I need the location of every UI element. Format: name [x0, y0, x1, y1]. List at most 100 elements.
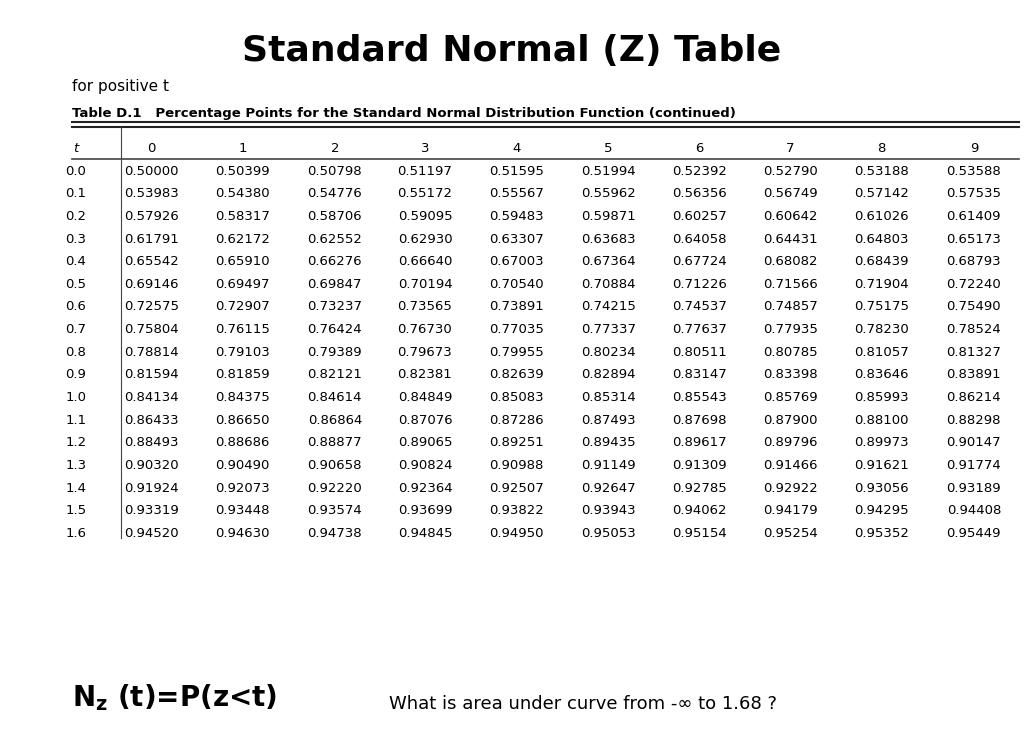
Text: 0.82894: 0.82894 [581, 368, 636, 381]
Text: 0.58317: 0.58317 [215, 210, 270, 223]
Text: 0.89065: 0.89065 [397, 436, 453, 449]
Text: 3: 3 [421, 142, 429, 155]
Text: 0.92785: 0.92785 [672, 482, 727, 495]
Text: 1.4: 1.4 [66, 482, 86, 495]
Text: 0.94179: 0.94179 [763, 504, 818, 517]
Text: 0.63683: 0.63683 [581, 233, 636, 245]
Text: 0.81859: 0.81859 [215, 368, 270, 381]
Text: 0.88298: 0.88298 [946, 414, 1001, 427]
Text: 0.93189: 0.93189 [946, 482, 1001, 495]
Text: 0.61409: 0.61409 [946, 210, 1001, 223]
Text: 0.91774: 0.91774 [946, 459, 1001, 472]
Text: 0.54776: 0.54776 [307, 187, 362, 200]
Text: 0.88493: 0.88493 [124, 436, 179, 449]
Text: 0.51595: 0.51595 [488, 165, 544, 177]
Text: 0.94630: 0.94630 [215, 527, 270, 540]
Text: 0.93319: 0.93319 [124, 504, 179, 517]
Text: 0.7: 0.7 [66, 323, 86, 336]
Text: 0.86864: 0.86864 [307, 414, 362, 427]
Text: 0.50399: 0.50399 [215, 165, 270, 177]
Text: 0.87698: 0.87698 [672, 414, 727, 427]
Text: 0.93699: 0.93699 [397, 504, 453, 517]
Text: 0.62172: 0.62172 [215, 233, 270, 245]
Text: 0.95449: 0.95449 [946, 527, 1001, 540]
Text: 0.86650: 0.86650 [215, 414, 270, 427]
Text: $\mathbf{N_z}$ (t)=P(z<t): $\mathbf{N_z}$ (t)=P(z<t) [72, 683, 276, 713]
Text: 0.90147: 0.90147 [946, 436, 1001, 449]
Text: 0.67724: 0.67724 [672, 255, 727, 268]
Text: 0.57926: 0.57926 [124, 210, 179, 223]
Text: 0.83398: 0.83398 [763, 368, 818, 381]
Text: 0.92073: 0.92073 [215, 482, 270, 495]
Text: 0.91309: 0.91309 [672, 459, 727, 472]
Text: 4: 4 [512, 142, 520, 155]
Text: 0.3: 0.3 [66, 233, 86, 245]
Text: 0.94845: 0.94845 [397, 527, 453, 540]
Text: 0.84614: 0.84614 [307, 391, 362, 404]
Text: 0.75175: 0.75175 [854, 300, 909, 313]
Text: 0.72240: 0.72240 [946, 278, 1001, 291]
Text: 8: 8 [878, 142, 886, 155]
Text: 0.63307: 0.63307 [488, 233, 544, 245]
Text: 0.77337: 0.77337 [581, 323, 636, 336]
Text: 0.81327: 0.81327 [946, 346, 1001, 359]
Text: 0.0: 0.0 [66, 165, 86, 177]
Text: 1: 1 [239, 142, 247, 155]
Text: 0.87286: 0.87286 [488, 414, 544, 427]
Text: 0.67364: 0.67364 [581, 255, 636, 268]
Text: 0.77637: 0.77637 [672, 323, 727, 336]
Text: 0.90658: 0.90658 [307, 459, 362, 472]
Text: 0.88877: 0.88877 [307, 436, 362, 449]
Text: 0.74537: 0.74537 [672, 300, 727, 313]
Text: 0.60257: 0.60257 [672, 210, 727, 223]
Text: 1.2: 1.2 [66, 436, 86, 449]
Text: 0.75490: 0.75490 [946, 300, 1001, 313]
Text: 0.65173: 0.65173 [946, 233, 1001, 245]
Text: 1.1: 1.1 [66, 414, 86, 427]
Text: 0.57142: 0.57142 [854, 187, 909, 200]
Text: 0.87900: 0.87900 [763, 414, 818, 427]
Text: 0.70540: 0.70540 [488, 278, 544, 291]
Text: 0.57535: 0.57535 [946, 187, 1001, 200]
Text: 0.68793: 0.68793 [946, 255, 1001, 268]
Text: 0.78814: 0.78814 [124, 346, 179, 359]
Text: 0.78524: 0.78524 [946, 323, 1001, 336]
Text: 0.75804: 0.75804 [124, 323, 179, 336]
Text: 1.3: 1.3 [66, 459, 86, 472]
Text: 0.59095: 0.59095 [397, 210, 453, 223]
Text: 0.73237: 0.73237 [307, 300, 362, 313]
Text: 0.69497: 0.69497 [215, 278, 270, 291]
Text: t: t [73, 142, 79, 155]
Text: 0.89251: 0.89251 [488, 436, 544, 449]
Text: 0.69847: 0.69847 [307, 278, 362, 291]
Text: 0.87493: 0.87493 [581, 414, 636, 427]
Text: 0.94950: 0.94950 [488, 527, 544, 540]
Text: 0.77035: 0.77035 [488, 323, 544, 336]
Text: 0.95254: 0.95254 [763, 527, 818, 540]
Text: 0.71904: 0.71904 [854, 278, 909, 291]
Text: 0.61026: 0.61026 [854, 210, 909, 223]
Text: 0.88686: 0.88686 [215, 436, 270, 449]
Text: 0.70194: 0.70194 [397, 278, 453, 291]
Text: 0.76424: 0.76424 [307, 323, 362, 336]
Text: 0.79103: 0.79103 [215, 346, 270, 359]
Text: 0.72575: 0.72575 [124, 300, 179, 313]
Text: 0.72907: 0.72907 [215, 300, 270, 313]
Text: 0.64431: 0.64431 [763, 233, 818, 245]
Text: 0.85543: 0.85543 [672, 391, 727, 404]
Text: 0.90490: 0.90490 [215, 459, 270, 472]
Text: 0.94408: 0.94408 [946, 504, 1001, 517]
Text: 0.81057: 0.81057 [854, 346, 909, 359]
Text: 0.93574: 0.93574 [307, 504, 362, 517]
Text: 0.79389: 0.79389 [307, 346, 362, 359]
Text: What is area under curve from -∞ to 1.68 ?: What is area under curve from -∞ to 1.68… [389, 695, 777, 713]
Text: 0.73891: 0.73891 [488, 300, 544, 313]
Text: 1.5: 1.5 [66, 504, 86, 517]
Text: 0.6: 0.6 [66, 300, 86, 313]
Text: 0.53188: 0.53188 [854, 165, 909, 177]
Text: 0.84134: 0.84134 [124, 391, 179, 404]
Text: 0.56749: 0.56749 [763, 187, 818, 200]
Text: 0.79955: 0.79955 [488, 346, 544, 359]
Text: 0.69146: 0.69146 [124, 278, 179, 291]
Text: 0.83891: 0.83891 [946, 368, 1001, 381]
